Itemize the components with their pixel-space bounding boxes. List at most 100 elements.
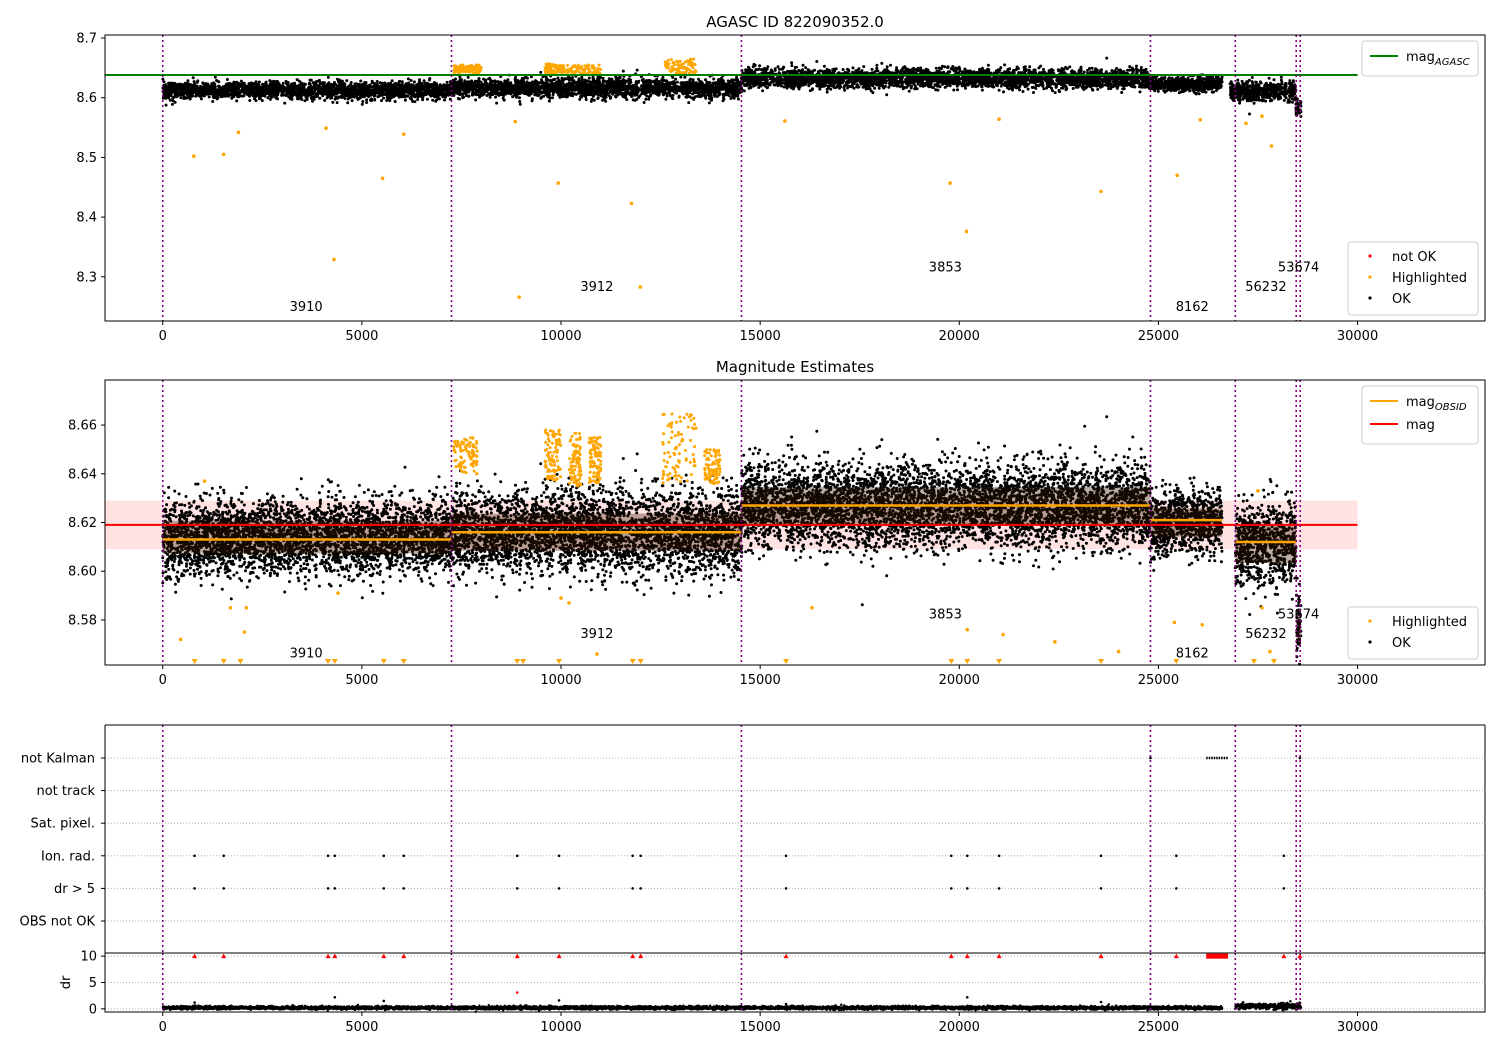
legend-line-label: magOBSID (1406, 395, 1467, 413)
flag-row-label: Ion. rad. (41, 849, 95, 864)
dr-point (333, 995, 337, 999)
highlighted-point (1268, 649, 1272, 654)
x-tick-label: 30000 (1337, 1020, 1378, 1035)
y-tick-label: 8.6 (76, 91, 97, 106)
highlighted-point (244, 605, 249, 610)
density-band (1296, 609, 1301, 641)
highlighted-point (948, 181, 952, 185)
clipped-point-marker (220, 659, 227, 664)
flags-axes: not Kalman not track Sat. pixel. Ion. rad. d… (20, 724, 1486, 953)
flag-row-label: dr > 5 (54, 882, 95, 897)
dr-clipped-marker (1173, 953, 1179, 959)
highlighted-point (1099, 189, 1103, 194)
flag-event-point (515, 854, 519, 858)
highlighted-point (236, 130, 241, 135)
obsid-label: 3912 (580, 280, 613, 295)
data-points-highlighted (559, 63, 603, 76)
legend-line-label-main: mag (1406, 395, 1435, 410)
flag-event-point (950, 887, 953, 890)
highlighted-point (1116, 649, 1121, 654)
y-tick-label: 8.3 (76, 270, 97, 285)
legend-point-swatch (1368, 254, 1372, 258)
data-points-ok (161, 1003, 1224, 1013)
x-tick-label: 5000 (345, 1020, 378, 1035)
axes-title: AGASC ID 822090352.0 (706, 13, 884, 31)
highlighted-point (332, 257, 336, 262)
dr-clipped-marker (192, 953, 198, 959)
y-tick-label: 0 (89, 1002, 97, 1017)
data-points-highlighted (543, 428, 563, 482)
data-points-ok (1228, 75, 1298, 116)
legend-point-label: Highlighted (1392, 615, 1467, 630)
highlighted-point (964, 229, 969, 234)
data-points-ok (450, 68, 743, 106)
legend-point-label: not OK (1392, 250, 1437, 265)
dr-clipped-marker (556, 953, 562, 959)
flag-event-point (515, 887, 519, 890)
y-tick-label: 8.62 (68, 516, 97, 531)
x-tick-label: 5000 (345, 673, 378, 688)
x-tick-label: 10000 (540, 673, 581, 688)
y-tick-label: 5 (89, 976, 97, 991)
legend-point-label: Highlighted (1392, 271, 1467, 286)
legend-lines-box (1361, 40, 1479, 77)
y-tick-label: 8.5 (76, 151, 97, 166)
axes-background (105, 725, 1485, 953)
flag-event-point (784, 854, 788, 858)
flag-event-point (326, 887, 330, 890)
top-axes: 3910 3912 3853 8162 56232 53674 0 5000 10000 1500… (76, 13, 1486, 344)
highlighted-point (1053, 640, 1057, 644)
highlighted-point (1269, 144, 1274, 148)
dr-clipped-marker (630, 953, 636, 959)
legend-point-swatch (1368, 275, 1372, 279)
obsid-label: 53674 (1278, 260, 1319, 275)
flag-event-point (784, 887, 788, 890)
flag-event-point (1099, 854, 1103, 858)
clipped-point-marker (556, 659, 563, 664)
density-band (162, 520, 452, 554)
clipped-point-marker (520, 659, 527, 664)
highlighted-point (517, 295, 521, 299)
highlighted-point (1244, 121, 1248, 126)
dr-point (557, 999, 561, 1002)
y-tick-label: 8.66 (68, 419, 97, 434)
flag-row-label: not Kalman (21, 752, 95, 767)
flag-event-point (631, 887, 635, 890)
clipped-point-marker (1251, 659, 1258, 664)
highlighted-point (178, 637, 183, 642)
flag-event-point (326, 854, 330, 858)
highlighted-point (1172, 620, 1177, 625)
data-points-highlighted (543, 62, 562, 76)
data-points-ok (1149, 73, 1224, 96)
data-points-ok (1149, 476, 1224, 572)
highlighted-point (1198, 117, 1203, 122)
highlighted-point (556, 181, 561, 185)
flag-event-point (950, 854, 953, 858)
axes-title: Magnitude Estimates (716, 358, 874, 376)
clipped-point-marker (1173, 659, 1180, 664)
legend-point-label: OK (1392, 636, 1411, 651)
dr-clipped-marker (964, 953, 970, 959)
y-tick-label: 8.60 (68, 565, 97, 580)
dr-clipped-marker (514, 953, 520, 959)
y-tick-label: 8.58 (68, 613, 97, 628)
flag-event-point (382, 854, 386, 858)
clipped-point-marker (1270, 659, 1277, 664)
flag-event-point (1282, 887, 1286, 890)
axes-frame (104, 34, 1486, 322)
obsid-label: 56232 (1245, 627, 1286, 642)
highlighted-point (638, 285, 643, 289)
clipped-point-marker (514, 659, 521, 664)
x-tick-label: 10000 (540, 1020, 581, 1035)
x-tick-label: 0 (159, 1020, 167, 1035)
density-band (1150, 508, 1223, 537)
flag-event-point (1298, 756, 1302, 760)
highlighted-point (202, 479, 207, 483)
highlighted-point (1200, 623, 1205, 627)
highlighted-point (1260, 605, 1264, 610)
highlighted-point (1256, 489, 1260, 493)
x-tick-label: 15000 (739, 673, 780, 688)
dr-clipped-marker (381, 953, 387, 959)
x-tick-label: 20000 (939, 673, 980, 688)
